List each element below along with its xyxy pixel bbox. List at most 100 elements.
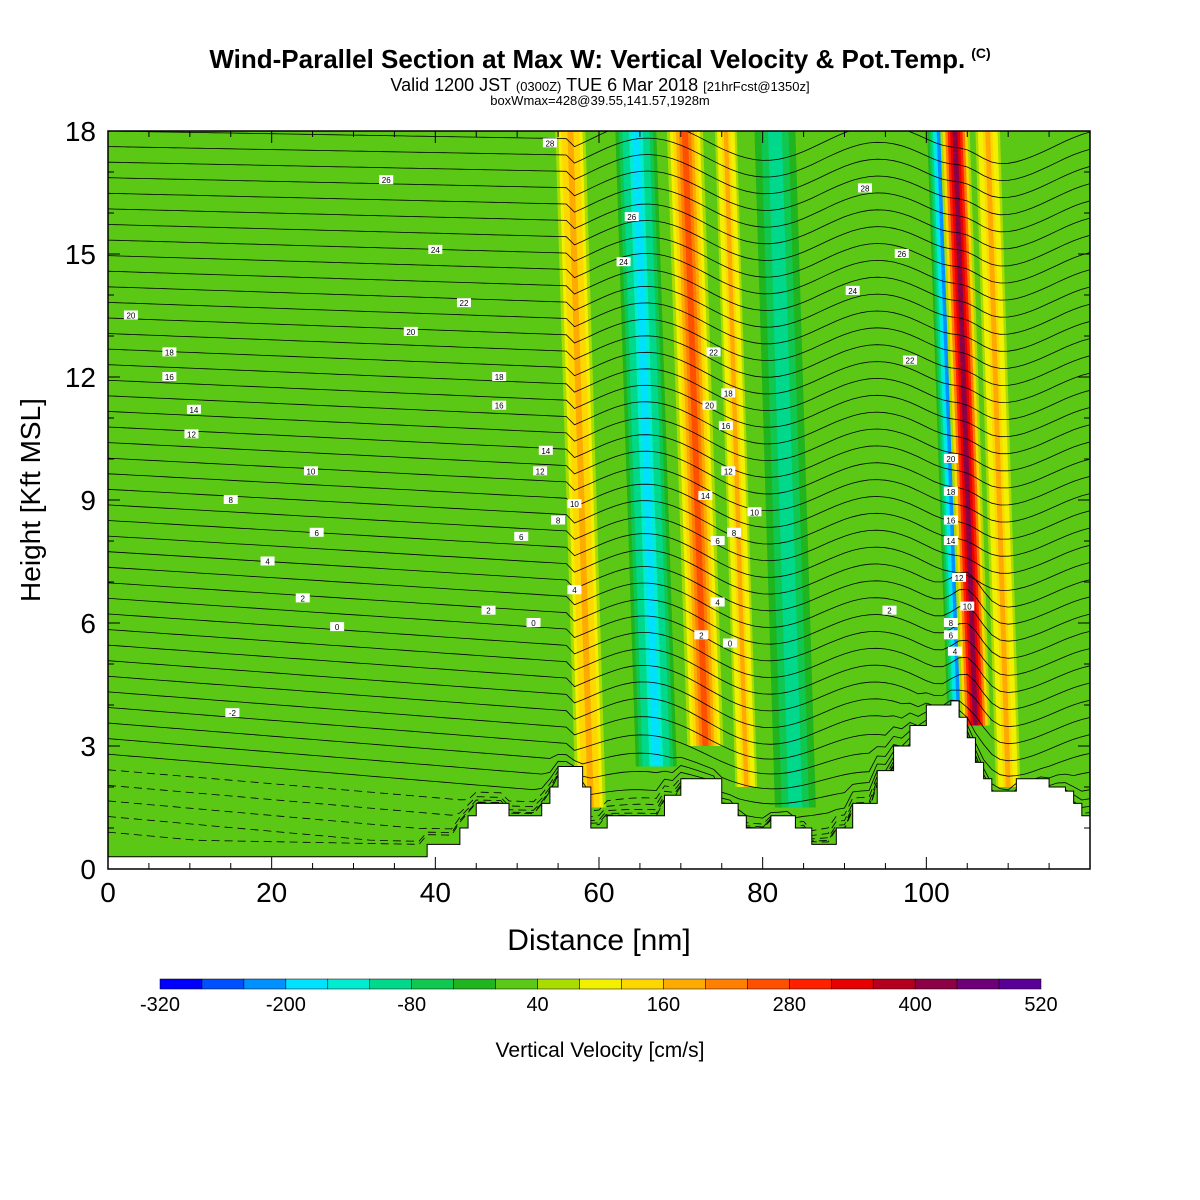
theta-label-bg xyxy=(567,585,582,595)
theta-label-bg xyxy=(698,490,713,500)
theta-label-40: 0 xyxy=(722,638,737,649)
theta-label-text: 28 xyxy=(861,184,870,193)
colorbar-swatch xyxy=(872,978,916,990)
theta-label-text: 18 xyxy=(495,373,504,382)
theta-label-bg xyxy=(710,536,725,545)
theta-label-bg xyxy=(943,486,958,496)
theta-label-bg xyxy=(492,400,507,410)
theta-label-37: 8 xyxy=(727,527,742,538)
theta-label-bg xyxy=(330,622,345,632)
theta-label-text: 14 xyxy=(701,492,710,501)
theta-contour-33 xyxy=(108,317,1090,369)
valid-date: TUE 6 Mar 2018 xyxy=(566,75,699,95)
theta-label-13: 24 xyxy=(428,244,443,255)
x-tick-label: 60 xyxy=(583,877,614,908)
theta-contour-0 xyxy=(108,713,1090,845)
theta-contour-23 xyxy=(108,473,1090,540)
colorbar-label: Vertical Velocity [cm/s] xyxy=(496,1039,705,1062)
theta-label-24: 2 xyxy=(481,605,496,616)
theta-label-6: 8 xyxy=(223,495,238,505)
theta-contour-27 xyxy=(108,411,1090,472)
colorbar-swatch xyxy=(159,978,203,990)
theta-label-20: 10 xyxy=(567,499,582,509)
colorbar-swatch xyxy=(411,978,454,990)
theta-label-text: 6 xyxy=(949,631,954,640)
theta-label-47: 16 xyxy=(943,515,958,526)
theta-label-bg xyxy=(943,630,958,640)
theta-label-text: 16 xyxy=(165,373,174,382)
theta-label-45: 20 xyxy=(943,454,958,464)
colorbar-tick-label: 520 xyxy=(1024,994,1057,1016)
theta-label-text: 8 xyxy=(229,496,234,505)
theta-contour-22 xyxy=(108,488,1090,557)
colorbar-swatch xyxy=(201,978,245,990)
theta-label-bg xyxy=(295,593,310,603)
theta-label-44: 22 xyxy=(902,355,917,366)
theta-label-text: 20 xyxy=(946,455,955,464)
theta-label-23: 4 xyxy=(567,585,582,595)
theta-label-5: 10 xyxy=(303,466,318,476)
x-tick-label: 80 xyxy=(747,877,778,908)
theta-label-31: 18 xyxy=(721,388,736,398)
colorbar-swatch xyxy=(789,978,832,990)
theta-label-text: 6 xyxy=(519,533,524,542)
theta-contour-41 xyxy=(108,187,1090,233)
theta-label-text: 8 xyxy=(556,517,561,526)
colorbar-swatch xyxy=(537,978,580,990)
theta-label-42: 26 xyxy=(894,249,909,259)
vertical-velocity-field xyxy=(108,131,1090,869)
theta-label-36: 6 xyxy=(710,536,725,546)
theta-label-text: 0 xyxy=(335,623,340,632)
theta-contour-16 xyxy=(108,582,1090,659)
theta-label-text: -2 xyxy=(229,709,237,718)
theta-label-52: 6 xyxy=(943,630,958,640)
x-tick-label: 0 xyxy=(100,877,116,908)
colorbar-tick-label: -200 xyxy=(266,994,306,1016)
theta-label-text: 8 xyxy=(732,529,737,538)
y-tick-label: 12 xyxy=(65,362,96,393)
theta-label-text: 14 xyxy=(946,537,955,546)
theta-label-text: 8 xyxy=(949,619,954,628)
y-tick-label: 15 xyxy=(65,239,96,270)
theta-label-text: 26 xyxy=(382,176,391,185)
colorbar-tick-label: -80 xyxy=(397,994,426,1016)
theta-label-50: 10 xyxy=(960,601,975,612)
theta-contour-26 xyxy=(108,426,1090,489)
theta-label-text: 16 xyxy=(721,422,730,431)
x-axis-label: Distance [nm] xyxy=(507,924,690,957)
theta-label-text: 24 xyxy=(431,246,440,255)
theta-label-text: 22 xyxy=(906,357,915,366)
w-band-1-level-1 xyxy=(632,131,660,767)
theta-label-bg xyxy=(624,212,639,222)
theta-label-28: 24 xyxy=(616,257,631,267)
colorbar-swatch xyxy=(830,978,874,990)
theta-label-bg xyxy=(721,388,736,398)
colorbar-swatch xyxy=(956,978,1000,990)
theta-contour-29 xyxy=(108,379,1090,438)
theta-label-bg xyxy=(379,175,394,185)
theta-label-12: 26 xyxy=(379,175,394,185)
theta-label-text: 26 xyxy=(627,213,636,222)
copyright-mark: (C) xyxy=(971,45,991,62)
theta-contour-25 xyxy=(108,442,1090,506)
theta-label-10: 0 xyxy=(330,622,345,632)
theta-label-bg xyxy=(721,466,736,476)
theta-label-22: 6 xyxy=(514,531,529,542)
theta-contour-34 xyxy=(108,302,1090,352)
theta-contour-21 xyxy=(108,504,1090,574)
x-tick-label: 100 xyxy=(903,877,950,908)
theta-contour-13 xyxy=(108,629,1090,711)
theta-label-text: 4 xyxy=(572,586,577,595)
theta-label-21: 8 xyxy=(551,515,566,526)
theta-label-text: 18 xyxy=(165,348,174,357)
theta-label-bg xyxy=(702,400,717,410)
theta-label-text: 2 xyxy=(486,607,491,616)
colorbar-swatch xyxy=(579,978,622,990)
theta-contour-32 xyxy=(108,333,1090,386)
theta-label-text: 22 xyxy=(460,299,469,308)
theta-label-text: 16 xyxy=(946,517,955,526)
theta-label-bg xyxy=(492,372,507,381)
theta-label-2: 16 xyxy=(162,372,177,382)
theta-label-bg xyxy=(162,372,177,381)
